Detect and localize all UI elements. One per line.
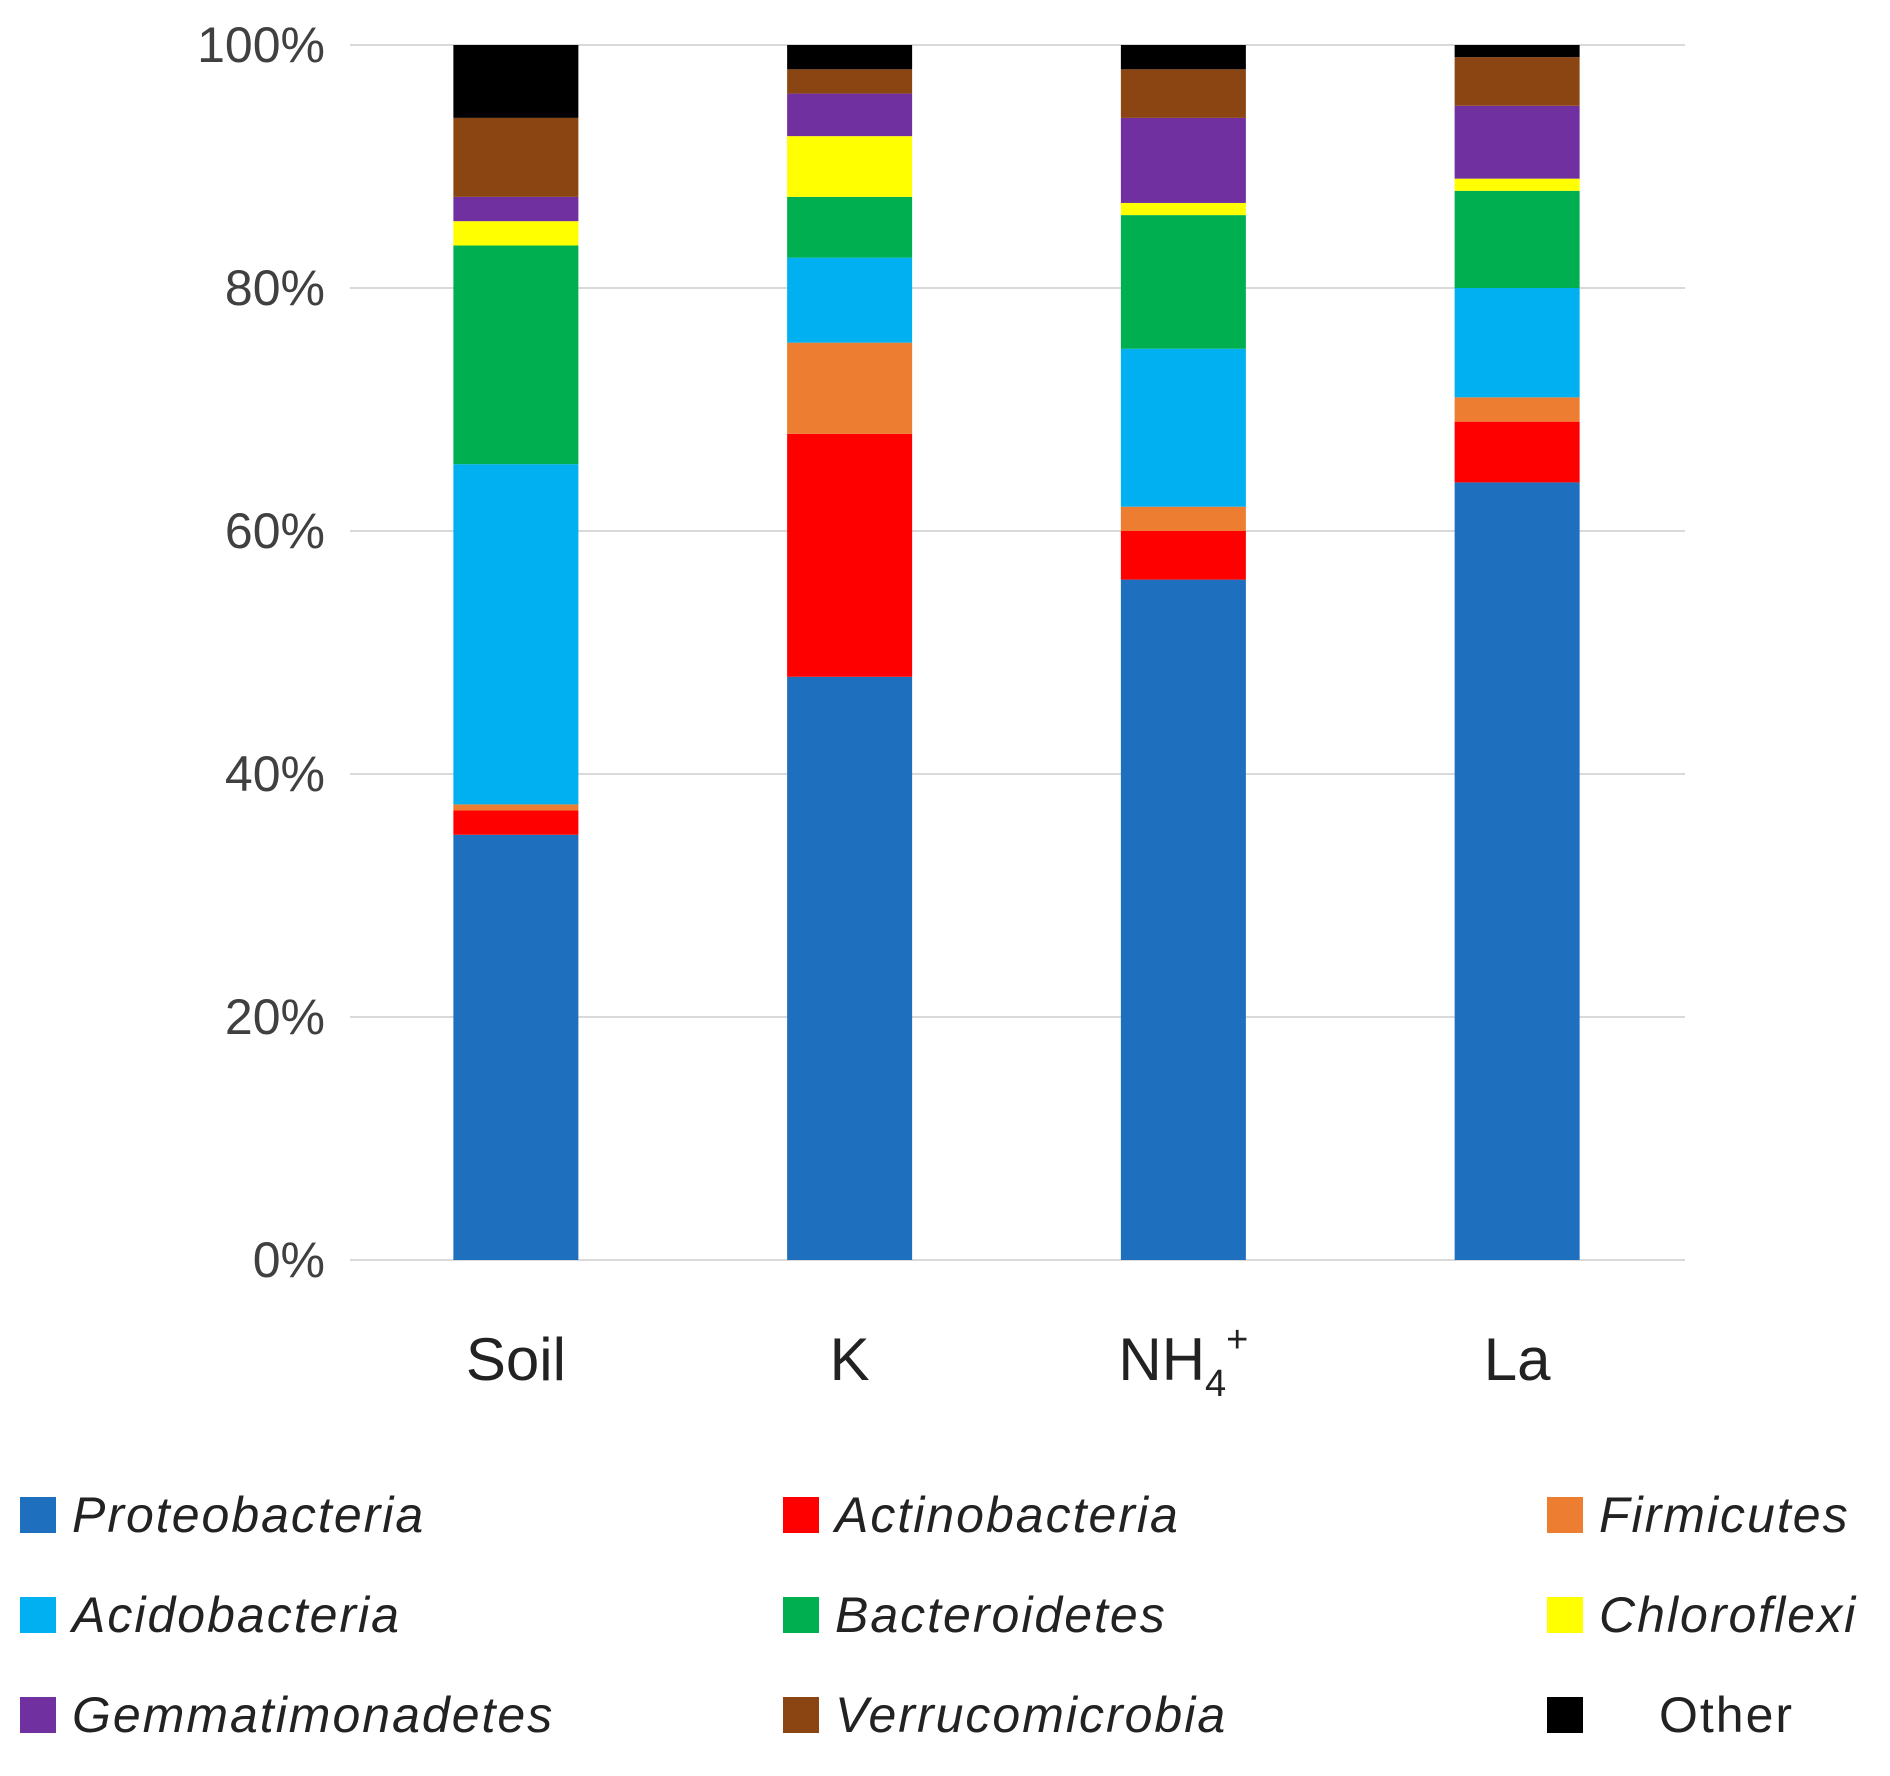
legend-label: Acidobacteria: [72, 1587, 401, 1643]
legend-item-gemmatimonadetes: Gemmatimonadetes: [20, 1670, 554, 1760]
legend-swatch: [20, 1697, 56, 1733]
bar-segment-actinobacteria: [1120, 531, 1246, 580]
bars: [453, 45, 1580, 1260]
bar-segment-chloroflexi: [787, 136, 913, 197]
category-main-text: La: [1484, 1326, 1551, 1393]
bar-segment-other: [787, 45, 913, 70]
category-main-text: NH: [1118, 1326, 1205, 1393]
bar-segment-proteobacteria: [787, 676, 913, 1260]
x-category-label: K: [830, 1326, 870, 1393]
legend-swatch: [20, 1597, 56, 1633]
legend-item-chloroflexi: Chloroflexi: [1547, 1570, 1857, 1660]
legend-label: Verrucomicrobia: [835, 1687, 1228, 1743]
bar-segment-firmicutes: [787, 342, 913, 434]
category-main-text: Soil: [466, 1326, 566, 1393]
y-axis-ticks: 0% 20% 40% 60% 80% 100%: [197, 17, 325, 1288]
bar-segment-verrucomicrobia: [787, 69, 913, 94]
x-category-label: NH4+: [1118, 1319, 1248, 1405]
category-subscript: 4: [1205, 1363, 1226, 1405]
bar-segment-actinobacteria: [1454, 421, 1580, 483]
y-tick-label: 40%: [225, 746, 325, 802]
legend-swatch: [1547, 1597, 1583, 1633]
legend-item-actinobacteria: Actinobacteria: [783, 1470, 1180, 1560]
bar-segment-chloroflexi: [453, 221, 579, 246]
bar-segment-verrucomicrobia: [453, 117, 579, 197]
bar-segment-verrucomicrobia: [1120, 69, 1246, 118]
legend: Proteobacteria Actinobacteria Firmicutes Ac…: [0, 1460, 1890, 1776]
x-axis-labels: Soil K NH4+ La: [466, 1319, 1551, 1405]
bar-segment-firmicutes: [1454, 397, 1580, 422]
legend-swatch: [783, 1697, 819, 1733]
bar-segment-proteobacteria: [453, 834, 579, 1260]
legend-label: Other: [1659, 1687, 1795, 1743]
y-tick-label: 20%: [225, 989, 325, 1045]
bar-segment-gemmatimonadetes: [1120, 117, 1246, 203]
legend-label: Proteobacteria: [72, 1487, 426, 1543]
bar-segment-firmicutes: [453, 804, 579, 811]
bar-segment-gemmatimonadetes: [453, 196, 579, 222]
legend-item-proteobacteria: Proteobacteria: [20, 1470, 425, 1560]
bar-segment-proteobacteria: [1120, 579, 1246, 1260]
stacked-bar-chart: 0% 20% 40% 60% 80% 100% Soil K NH4+ La: [197, 17, 1685, 1405]
legend-swatch: [1547, 1497, 1583, 1533]
bar-segment-gemmatimonadetes: [1454, 105, 1580, 179]
bar-segment-gemmatimonadetes: [787, 93, 913, 137]
legend-swatch: [20, 1497, 56, 1533]
bar-segment-other: [1454, 45, 1580, 58]
bar-segment-actinobacteria: [453, 810, 579, 835]
bar-segment-acidobacteria: [453, 464, 579, 805]
bar-segment-firmicutes: [1120, 506, 1246, 531]
y-tick-label: 100%: [197, 17, 325, 73]
bar-segment-verrucomicrobia: [1454, 57, 1580, 106]
bar-segment-other: [1120, 45, 1246, 70]
legend-swatch: [783, 1597, 819, 1633]
bar-segment-bacteroidetes: [1454, 190, 1580, 288]
x-category-label: La: [1484, 1326, 1551, 1393]
category-main-text: K: [830, 1326, 870, 1393]
bar-segment-chloroflexi: [1120, 202, 1246, 216]
legend-item-acidobacteria: Acidobacteria: [20, 1570, 401, 1660]
bar-segment-bacteroidetes: [453, 245, 579, 465]
bar-segment-proteobacteria: [1454, 482, 1580, 1260]
bar-segment-other: [453, 45, 579, 118]
bar-segment-bacteroidetes: [787, 196, 913, 258]
bar-segment-bacteroidetes: [1120, 215, 1246, 349]
x-category-label: Soil: [466, 1326, 566, 1393]
legend-label: Chloroflexi: [1599, 1587, 1858, 1643]
legend-label: Gemmatimonadetes: [72, 1687, 555, 1743]
legend-label: Actinobacteria: [835, 1487, 1180, 1543]
y-tick-label: 60%: [225, 503, 325, 559]
bar-segment-acidobacteria: [1454, 288, 1580, 398]
bar-segment-actinobacteria: [787, 433, 913, 677]
bar-segment-chloroflexi: [1454, 178, 1580, 191]
legend-swatch: [783, 1497, 819, 1533]
y-tick-label: 80%: [225, 260, 325, 316]
legend-item-other: Other: [1547, 1670, 1794, 1760]
y-tick-label: 0%: [253, 1232, 325, 1288]
legend-item-firmicutes: Firmicutes: [1547, 1470, 1850, 1560]
legend-item-verrucomicrobia: Verrucomicrobia: [783, 1670, 1227, 1760]
bar-segment-acidobacteria: [1120, 348, 1246, 507]
bar-segment-acidobacteria: [787, 257, 913, 343]
legend-label: Firmicutes: [1599, 1487, 1850, 1543]
category-superscript: +: [1226, 1319, 1248, 1361]
legend-swatch: [1547, 1697, 1583, 1733]
legend-label: Bacteroidetes: [835, 1587, 1167, 1643]
legend-item-bacteroidetes: Bacteroidetes: [783, 1570, 1167, 1660]
